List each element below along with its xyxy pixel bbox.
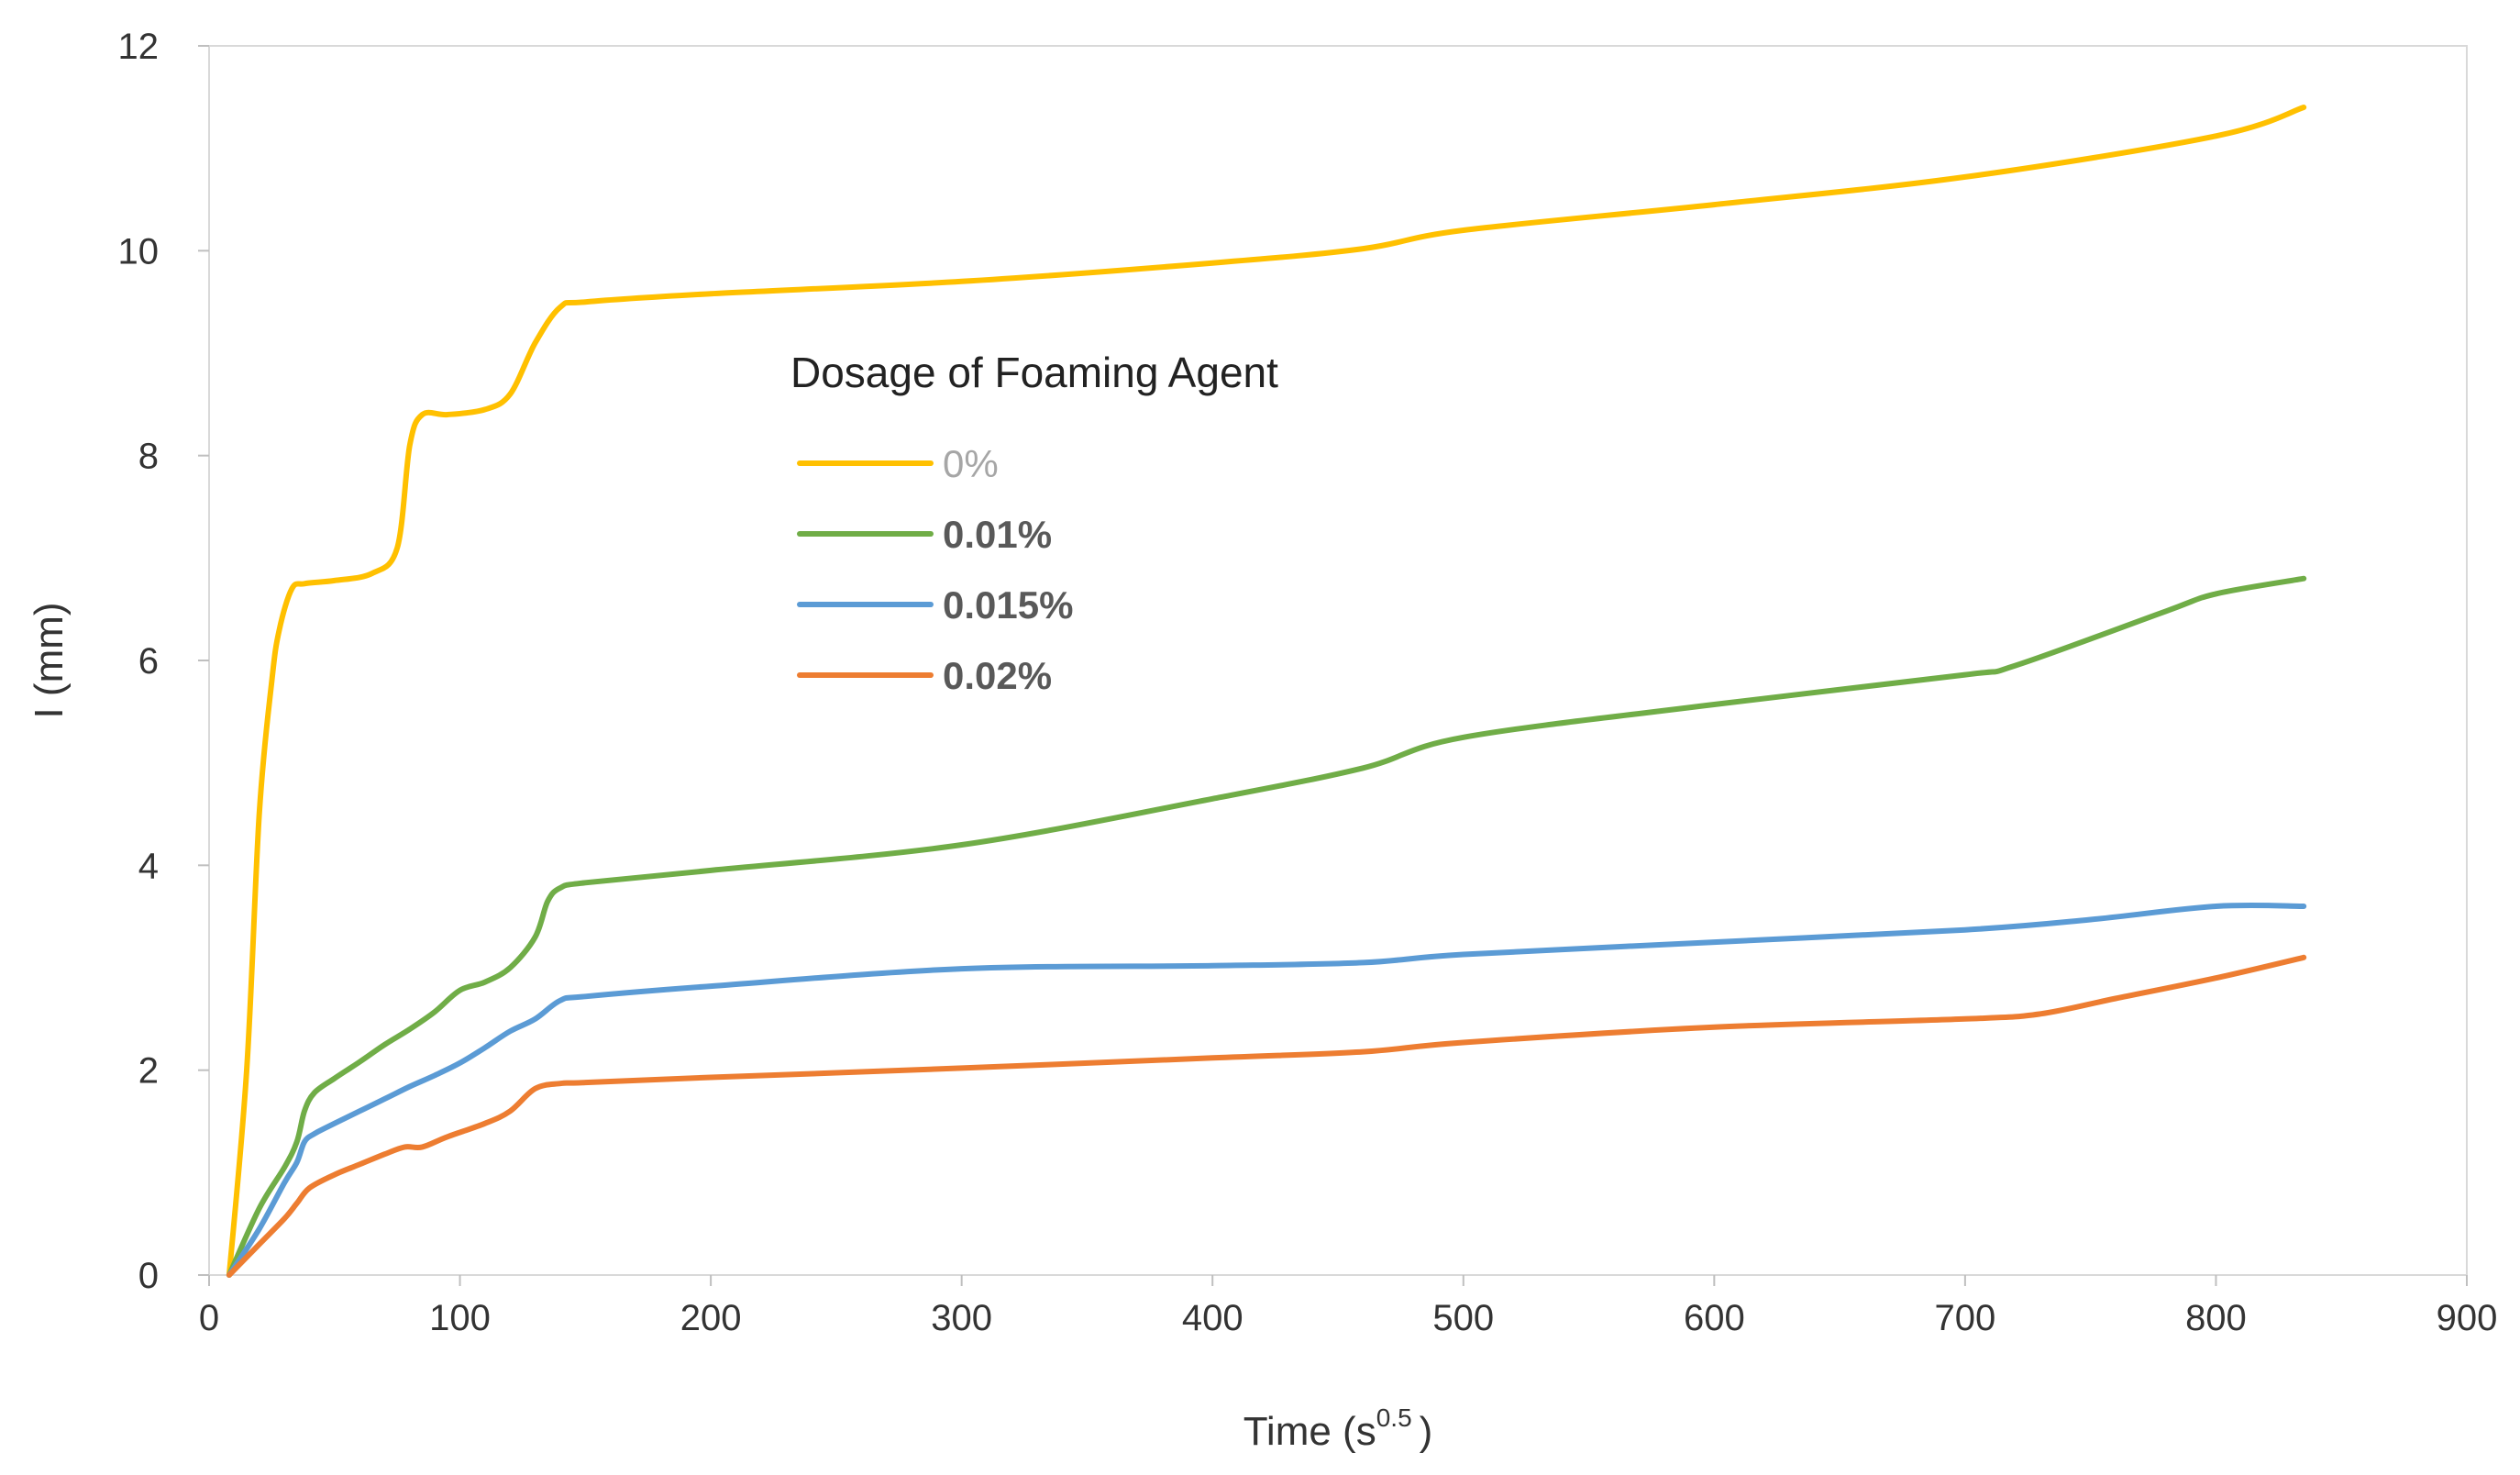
y-tick-label: 0 bbox=[138, 1256, 159, 1296]
x-axis-title-superscript: 0.5 bbox=[1376, 1403, 1412, 1432]
y-tick-label: 6 bbox=[138, 641, 159, 682]
x-tick-label: 500 bbox=[1432, 1298, 1494, 1338]
x-axis-ticks: 0 100 200 300 400 500 600 700 800 900 bbox=[199, 1275, 2498, 1338]
y-tick-label: 10 bbox=[118, 231, 160, 272]
x-axis-title: Time (s0.5) bbox=[1243, 1403, 1433, 1454]
legend-label-2: 0.015% bbox=[943, 583, 1073, 627]
x-tick-label: 100 bbox=[429, 1298, 491, 1338]
x-tick-label: 0 bbox=[199, 1298, 219, 1338]
series-line-2 bbox=[226, 902, 2307, 1278]
series-line-1 bbox=[226, 575, 2307, 1278]
series-line-3 bbox=[226, 954, 2307, 1278]
y-tick-label: 12 bbox=[118, 27, 160, 67]
series-layer bbox=[226, 105, 2307, 1278]
legend-label-3: 0.02% bbox=[943, 654, 1052, 697]
x-tick-label: 800 bbox=[2185, 1298, 2247, 1338]
legend-items: 0% 0.01% 0.015% 0.02% bbox=[797, 442, 1073, 697]
legend-title: Dosage of Foaming Agent bbox=[790, 349, 1278, 396]
y-axis-ticks: 0 2 4 6 8 10 12 bbox=[118, 27, 209, 1296]
x-tick-label: 700 bbox=[1935, 1298, 1996, 1338]
y-tick-label: 2 bbox=[138, 1051, 159, 1092]
y-tick-label: 4 bbox=[138, 846, 159, 886]
y-axis-title: I (mm) bbox=[27, 602, 72, 718]
x-tick-label: 300 bbox=[931, 1298, 992, 1338]
x-axis-title-close: ) bbox=[1420, 1409, 1433, 1454]
legend-label-0: 0% bbox=[943, 442, 999, 485]
x-tick-label: 600 bbox=[1684, 1298, 1745, 1338]
x-tick-label: 900 bbox=[2437, 1298, 2498, 1338]
x-tick-label: 200 bbox=[680, 1298, 742, 1338]
y-tick-label: 8 bbox=[138, 437, 159, 477]
plot-area-frame bbox=[208, 45, 2468, 1276]
legend: Dosage of Foaming Agent 0% 0.01% 0.015% 0.0… bbox=[790, 349, 1278, 697]
x-axis-title-text: Time (s bbox=[1243, 1409, 1376, 1454]
series-line-0 bbox=[226, 105, 2307, 1278]
x-tick-label: 400 bbox=[1182, 1298, 1243, 1338]
legend-label-1: 0.01% bbox=[943, 513, 1052, 556]
